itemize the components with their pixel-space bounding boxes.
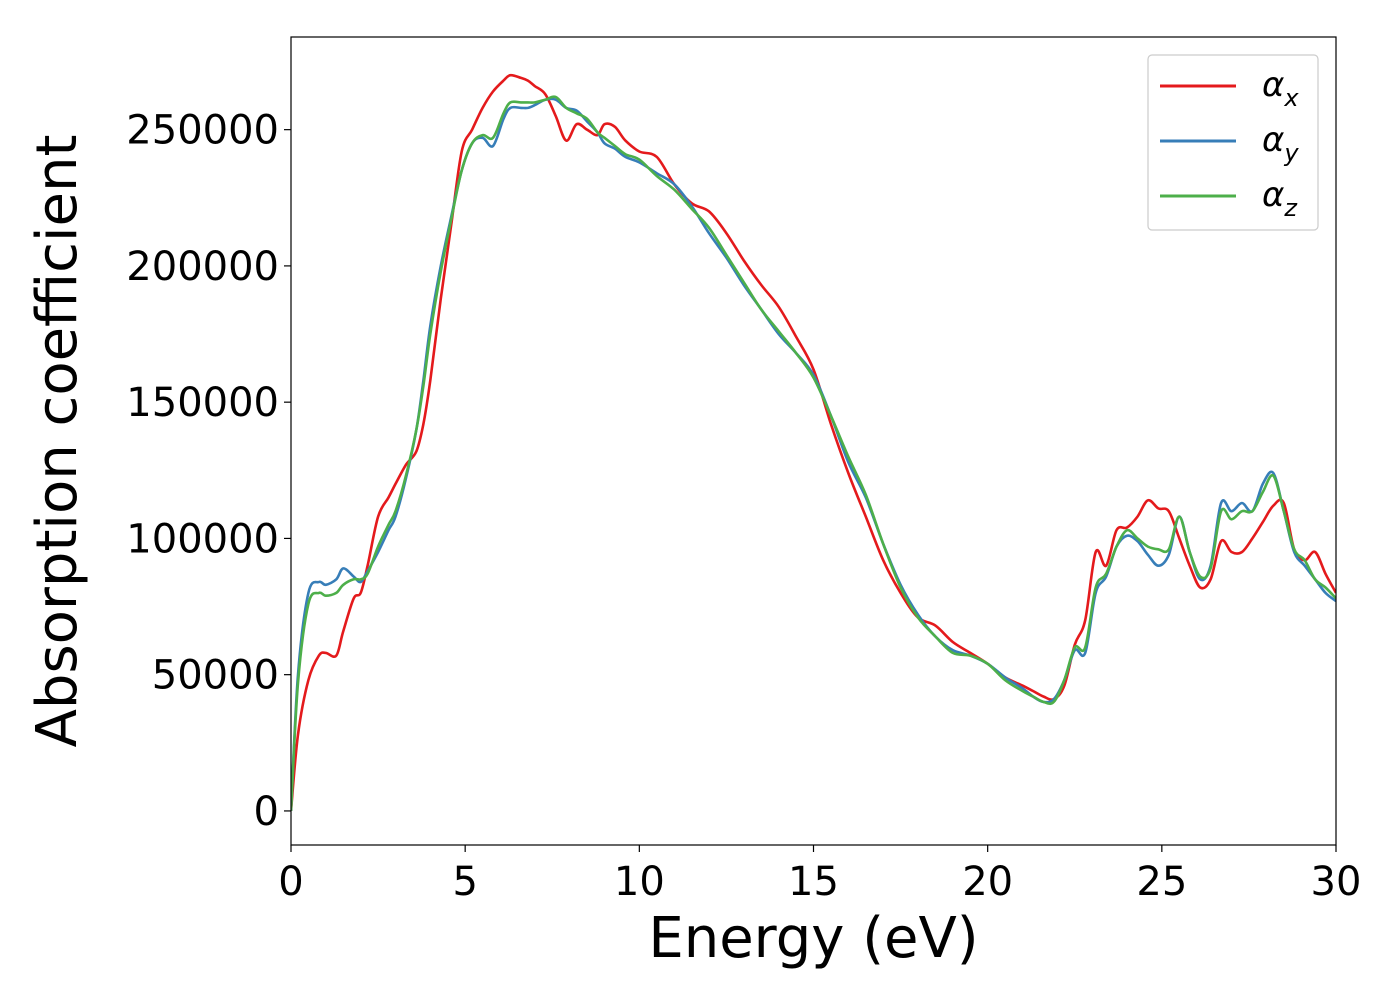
legend-label: αz bbox=[1262, 175, 1298, 222]
y-tick-label: 100000 bbox=[126, 516, 279, 562]
legend-item-y: αy bbox=[1160, 120, 1299, 167]
legend-label-subscript: x bbox=[1283, 84, 1299, 112]
x-axis: 0 5 10 15 20 25 30 bbox=[278, 845, 1361, 905]
series-line-z bbox=[291, 95, 1336, 811]
legend-label-subscript: z bbox=[1283, 194, 1298, 222]
x-tick-label: 15 bbox=[788, 859, 839, 905]
x-tick-label: 25 bbox=[1136, 859, 1187, 905]
legend-item-x: αx bbox=[1160, 65, 1299, 112]
x-tick-label: 5 bbox=[452, 859, 477, 905]
y-tick-label: 0 bbox=[254, 789, 279, 835]
series-line-x bbox=[291, 73, 1336, 812]
y-tick-label: 150000 bbox=[126, 380, 279, 426]
y-axis-title: Absorption coefficient bbox=[25, 135, 90, 748]
y-axis: 0 50000 100000 150000 200000 250000 bbox=[126, 108, 291, 835]
x-tick-label: 0 bbox=[278, 859, 303, 905]
legend-label: αx bbox=[1262, 65, 1299, 112]
x-tick-label: 30 bbox=[1311, 859, 1362, 905]
legend-label-symbol: α bbox=[1262, 120, 1284, 160]
series-layer bbox=[291, 73, 1336, 812]
legend-label-symbol: α bbox=[1262, 65, 1284, 105]
legend-item-z: αz bbox=[1160, 175, 1298, 222]
x-tick-label: 20 bbox=[962, 859, 1013, 905]
legend-label: αy bbox=[1262, 120, 1299, 167]
y-tick-label: 250000 bbox=[126, 108, 279, 154]
y-tick-label: 200000 bbox=[126, 244, 279, 290]
x-axis-title: Energy (eV) bbox=[648, 906, 978, 971]
legend-label-symbol: α bbox=[1262, 175, 1284, 215]
x-tick-label: 10 bbox=[614, 859, 665, 905]
y-tick-label: 50000 bbox=[152, 653, 279, 699]
legend-label-subscript: y bbox=[1283, 139, 1299, 167]
